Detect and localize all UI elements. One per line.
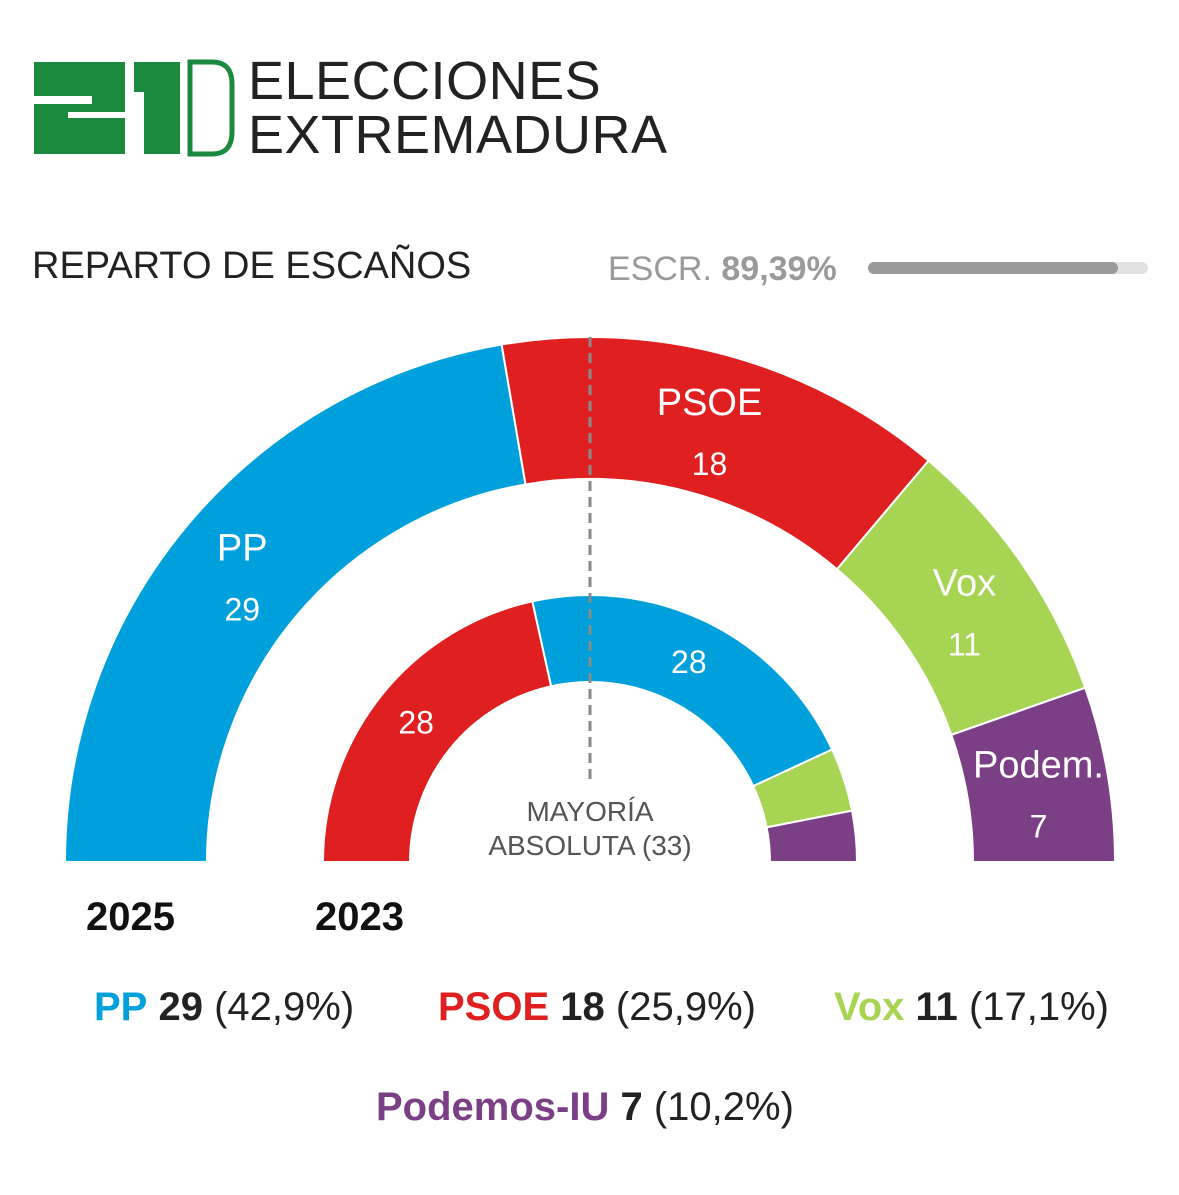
legend-party-name: Vox	[834, 985, 905, 1029]
logo-digit-2	[34, 62, 125, 154]
brand-title: ELECCIONES EXTREMADURA	[248, 54, 668, 162]
legend-pct: (25,9%)	[615, 985, 756, 1029]
legend-seats: 11	[915, 985, 958, 1029]
legend-party-name: PSOE	[438, 985, 550, 1029]
hemicycle-2025-party-label: Podem.	[973, 744, 1104, 786]
legend-item-podemos: Podemos-IU 7 (10,2%)	[376, 1085, 794, 1130]
hemicycle-2025-seat-label: 29	[224, 592, 260, 628]
hemicycle-2025-seat-label: 11	[948, 627, 981, 663]
majority-label: MAYORÍA ABSOLUTA (33)	[440, 795, 740, 863]
scrutiny-label: ESCR.	[608, 250, 712, 288]
brand-title-line2: EXTREMADURA	[248, 105, 668, 165]
majority-line2: ABSOLUTA (33)	[488, 830, 692, 861]
hemicycle-2025-seat-label: 18	[692, 446, 728, 482]
hemicycle-2025-party-label: PSOE	[657, 382, 763, 424]
hemicycle-2025-segment-pp	[63, 343, 527, 863]
scrutiny-progress-bar	[868, 262, 1148, 274]
legend-pct: (17,1%)	[968, 985, 1109, 1029]
scrutiny-progress-fill	[868, 262, 1119, 274]
hemicycle-2025-seat-label: 7	[1030, 808, 1048, 844]
logo-digit-1	[134, 62, 180, 154]
scrutiny-readout: ESCR. 89,39%	[608, 250, 837, 289]
legend-pct: (10,2%)	[653, 1085, 794, 1129]
hemicycle-2023-segment-pp	[531, 594, 834, 788]
hemicycle-2023-segment-podemos-iu	[765, 809, 859, 863]
hemicycle-2023-seat-label: 28	[671, 644, 707, 680]
year-label-current: 2025	[86, 895, 175, 939]
hemicycle-2025-segment-podemos-iu	[950, 686, 1117, 863]
hemicycle-2023-seat-label: 28	[398, 704, 434, 740]
legend-seats: 7	[620, 1085, 643, 1129]
year-label-previous: 2023	[315, 895, 404, 939]
hemicycle-2025-party-label: Vox	[933, 563, 996, 605]
legend-item-vox: Vox 11 (17,1%)	[834, 985, 1109, 1030]
hemicycle-2025-party-label: PP	[217, 528, 268, 570]
section-title: REPARTO DE ESCAÑOS	[32, 245, 472, 287]
hemicycle-2023-segment-psoe	[321, 600, 553, 863]
legend-pct: (42,9%)	[214, 985, 355, 1029]
legend-party-name: Podemos-IU	[376, 1085, 610, 1129]
legend-seats: 18	[560, 985, 605, 1029]
scrutiny-value: 89,39%	[721, 250, 837, 288]
majority-line1: MAYORÍA	[526, 796, 654, 827]
legend-item-psoe: PSOE 18 (25,9%)	[438, 985, 756, 1030]
brand-logo	[34, 59, 235, 157]
brand-title-line1: ELECCIONES	[248, 51, 602, 111]
legend-seats: 29	[158, 985, 203, 1029]
header: ELECCIONES EXTREMADURA	[30, 50, 730, 170]
legend-party-name: PP	[94, 985, 148, 1029]
legend-item-pp: PP 29 (42,9%)	[94, 985, 354, 1030]
logo-letter-d	[187, 59, 235, 157]
